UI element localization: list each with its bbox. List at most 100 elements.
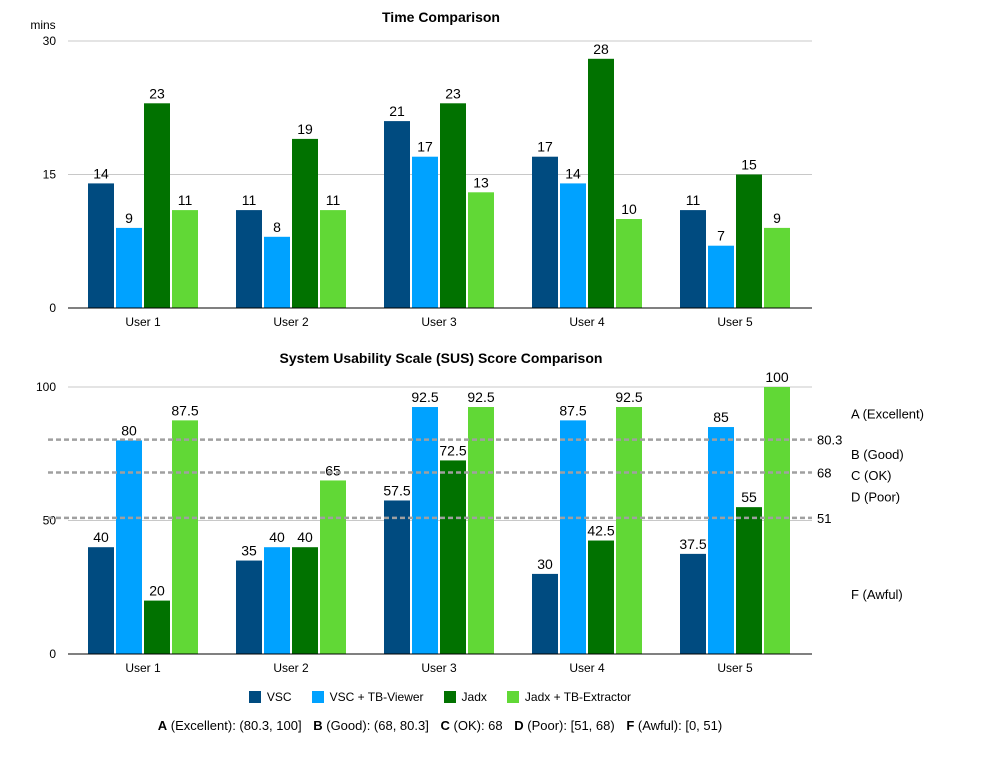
chart1-data-label-jadx-tb-extractor-user-1: 11: [178, 192, 193, 208]
chart2-data-label-jadx-tb-extractor-user-2: 65: [325, 462, 341, 478]
chart1-bar-jadx-user-4: [588, 58, 614, 308]
legend: VSC VSC + TB-Viewer Jadx Jadx + TB-Extra…: [0, 690, 880, 704]
chart2-bar-jadx-tb-extractor-user-4: [616, 407, 642, 654]
chart1-data-label-vsc-user-5: 11: [686, 192, 701, 208]
chart2-bar-jadx-user-2: [292, 547, 318, 654]
grade-key-d: D (Poor): [51, 68): [514, 718, 614, 733]
grade-key-d-desc: (Poor): [51, 68): [527, 718, 615, 733]
chart2-bar-vsc-tb-viewer-user-5: [708, 427, 734, 654]
chart2-data-label-jadx-user-5: 55: [741, 489, 757, 505]
chart1-data-label-vsc-user-3: 21: [389, 103, 405, 119]
chart2-bar-jadx-user-3: [440, 460, 466, 654]
grade-key-c-desc: (OK): 68: [453, 718, 503, 733]
chart2-bar-jadx-user-4: [588, 540, 614, 654]
charts-canvas: Time Comparison mins 0 15 30 14 9 23 11 User 1 11 8…: [30, 9, 924, 675]
chart2-data-label-vsc-user-2: 35: [241, 543, 257, 559]
chart2-data-label-vsc-tb-viewer-user-5: 85: [713, 409, 729, 425]
chart2-data-label-vsc-tb-viewer-user-3: 92.5: [411, 389, 438, 405]
chart2-bar-jadx-tb-extractor-user-5: [764, 387, 790, 654]
chart1-data-label-jadx-tb-extractor-user-5: 9: [773, 210, 781, 226]
chart2-bar-vsc-user-1: [88, 547, 114, 654]
grade-key-c-letter: C: [440, 718, 450, 733]
chart1-bar-vsc-tb-viewer-user-1: [116, 227, 142, 308]
chart1-x-tick-user-4: User 4: [569, 315, 605, 329]
chart1-data-label-vsc-user-1: 14: [93, 165, 109, 181]
chart1-bar-vsc-tb-viewer-user-2: [264, 236, 290, 308]
legend-swatch-vsc: [248, 691, 261, 703]
chart2-bar-vsc-tb-viewer-user-3: [412, 407, 438, 654]
chart1-data-label-jadx-user-5: 15: [741, 157, 757, 173]
grade-key-f: F (Awful): [0, 51): [626, 718, 722, 733]
chart1-bar-vsc-user-4: [532, 156, 558, 308]
chart2-bar-vsc-tb-viewer-user-4: [560, 420, 586, 654]
legend-label-vsc-tb-viewer: VSC + TB-Viewer: [329, 690, 424, 704]
chart2-grade-label-d-poor: D (Poor): [851, 489, 900, 504]
chart2-bar-jadx-user-5: [736, 507, 762, 654]
grade-key-b-desc: (Good): (68, 80.3]: [326, 718, 429, 733]
legend-swatch-vsc-tb-viewer: [311, 691, 324, 703]
chart2-x-tick-user-3: User 3: [421, 661, 457, 675]
chart1-data-label-jadx-user-1: 23: [149, 85, 165, 101]
legend-swatch-jadx: [443, 691, 456, 703]
grade-key-f-letter: F: [626, 718, 635, 733]
chart2-bar-vsc-user-3: [384, 500, 410, 654]
legend-item-jadx-tb-extractor: Jadx + TB-Extractor: [506, 690, 631, 704]
chart2-x-tick-user-1: User 1: [125, 661, 161, 675]
legend-label-vsc: VSC: [266, 690, 292, 704]
chart2-data-label-vsc-tb-viewer-user-1: 80: [121, 422, 137, 438]
chart2-data-label-jadx-tb-extractor-user-3: 92.5: [467, 389, 494, 405]
chart1-x-tick-user-3: User 3: [421, 315, 457, 329]
chart2-bar-vsc-user-4: [532, 573, 558, 654]
chart2-x-tick-user-4: User 4: [569, 661, 605, 675]
chart2-bar-vsc-tb-viewer-user-1: [116, 440, 142, 654]
chart1-x-tick-user-1: User 1: [125, 315, 161, 329]
chart2-data-label-jadx-tb-extractor-user-1: 87.5: [171, 402, 198, 418]
chart2-x-tick-user-2: User 2: [273, 661, 309, 675]
chart2-x-tick-user-5: User 5: [717, 661, 753, 675]
chart1-data-label-vsc-user-2: 11: [242, 192, 257, 208]
chart1-title: Time Comparison: [382, 9, 500, 25]
chart1-bar-vsc-tb-viewer-user-3: [412, 156, 438, 308]
chart1-data-label-jadx-tb-extractor-user-2: 11: [326, 192, 341, 208]
chart1-data-label-vsc-user-4: 17: [537, 139, 553, 155]
grade-key-a: A (Excellent): (80.3, 100]: [158, 718, 302, 733]
chart2-y-tick-100: 100: [36, 380, 56, 394]
chart1-bar-jadx-tb-extractor-user-3: [468, 192, 494, 308]
chart2-data-label-jadx-tb-extractor-user-4: 92.5: [615, 389, 642, 405]
chart2-data-label-vsc-user-4: 30: [537, 556, 553, 572]
chart1-bar-vsc-tb-viewer-user-5: [708, 245, 734, 308]
grade-key-c: C (OK): 68: [440, 718, 502, 733]
chart2-data-label-jadx-user-1: 20: [149, 583, 165, 599]
legend-label-jadx: Jadx: [461, 690, 487, 704]
chart1-bar-vsc-user-1: [88, 183, 114, 308]
chart2-data-label-vsc-tb-viewer-user-4: 87.5: [559, 402, 586, 418]
chart2-y-tick-0: 0: [49, 647, 56, 661]
grade-key-a-desc: (Excellent): (80.3, 100]: [170, 718, 302, 733]
grade-key-a-letter: A: [157, 718, 168, 733]
chart2-bar-jadx-tb-extractor-user-3: [468, 407, 494, 654]
chart1-data-label-jadx-user-4: 28: [593, 41, 609, 57]
chart2-grade-label-a-excellent: A (Excellent): [851, 407, 924, 422]
chart1-y-unit-label: mins: [30, 18, 55, 32]
chart1-x-tick-user-2: User 2: [273, 315, 309, 329]
chart1-bar-jadx-user-5: [736, 174, 762, 308]
chart2-bar-vsc-user-2: [236, 560, 262, 654]
chart2-bar-jadx-tb-extractor-user-2: [320, 480, 346, 654]
chart1-data-label-vsc-tb-viewer-user-5: 7: [717, 228, 725, 244]
chart2-grade-label-c-ok: C (OK): [851, 468, 891, 483]
chart1-bar-jadx-tb-extractor-user-5: [764, 227, 790, 308]
chart2-data-label-vsc-tb-viewer-user-2: 40: [269, 529, 285, 545]
legend-item-vsc: VSC: [248, 690, 292, 704]
chart2-data-label-jadx-user-4: 42.5: [587, 523, 614, 539]
chart2-data-label-vsc-user-1: 40: [93, 529, 109, 545]
chart2-grade-label-b-good: B (Good): [851, 447, 904, 462]
chart2-bar-jadx-tb-extractor-user-1: [172, 420, 198, 654]
grade-key-b: B (Good): (68, 80.3]: [313, 718, 429, 733]
chart2-threshold-label-80-3: 80.3: [817, 433, 842, 448]
legend-item-vsc-tb-viewer: VSC + TB-Viewer: [311, 690, 424, 704]
chart1-data-label-jadx-user-2: 19: [297, 121, 313, 137]
chart2-data-label-jadx-user-3: 72.5: [439, 442, 466, 458]
grade-key-d-letter: D: [514, 718, 524, 733]
chart2-title: System Usability Scale (SUS) Score Compa…: [280, 350, 603, 366]
chart2-grade-label-f-awful: F (Awful): [851, 587, 903, 602]
